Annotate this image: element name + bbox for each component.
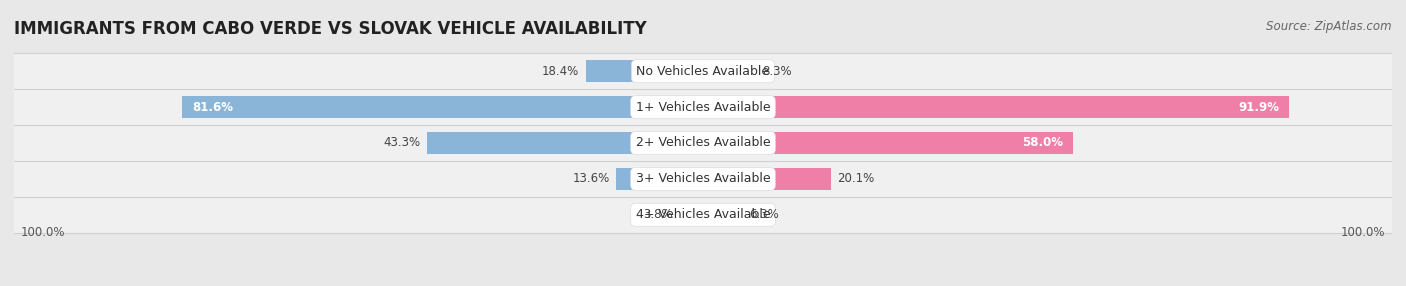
Bar bbox=[14, 197, 1392, 233]
Bar bbox=[703, 168, 831, 190]
Bar bbox=[586, 60, 703, 82]
Bar bbox=[703, 132, 1073, 154]
Text: 1+ Vehicles Available: 1+ Vehicles Available bbox=[636, 101, 770, 114]
Text: 13.6%: 13.6% bbox=[572, 172, 610, 185]
Text: 18.4%: 18.4% bbox=[541, 65, 579, 78]
Text: 3.8%: 3.8% bbox=[643, 208, 672, 221]
Text: 20.1%: 20.1% bbox=[838, 172, 875, 185]
Bar bbox=[14, 125, 1392, 161]
Text: 6.3%: 6.3% bbox=[749, 208, 779, 221]
Text: 58.0%: 58.0% bbox=[1022, 136, 1063, 150]
Text: 100.0%: 100.0% bbox=[1341, 226, 1385, 239]
Text: 91.9%: 91.9% bbox=[1239, 101, 1279, 114]
Bar bbox=[427, 132, 703, 154]
Bar bbox=[679, 204, 703, 226]
Text: 8.3%: 8.3% bbox=[762, 65, 792, 78]
Bar bbox=[183, 96, 703, 118]
Text: 4+ Vehicles Available: 4+ Vehicles Available bbox=[636, 208, 770, 221]
Legend: Immigrants from Cabo Verde, Slovak: Immigrants from Cabo Verde, Slovak bbox=[555, 282, 851, 286]
Text: Source: ZipAtlas.com: Source: ZipAtlas.com bbox=[1267, 20, 1392, 33]
Bar bbox=[616, 168, 703, 190]
Text: 81.6%: 81.6% bbox=[193, 101, 233, 114]
Text: 43.3%: 43.3% bbox=[384, 136, 420, 150]
Text: No Vehicles Available: No Vehicles Available bbox=[637, 65, 769, 78]
Bar bbox=[14, 53, 1392, 89]
Bar bbox=[703, 60, 756, 82]
Text: IMMIGRANTS FROM CABO VERDE VS SLOVAK VEHICLE AVAILABILITY: IMMIGRANTS FROM CABO VERDE VS SLOVAK VEH… bbox=[14, 20, 647, 38]
Text: 100.0%: 100.0% bbox=[21, 226, 65, 239]
Text: 2+ Vehicles Available: 2+ Vehicles Available bbox=[636, 136, 770, 150]
Bar bbox=[14, 161, 1392, 197]
Bar bbox=[14, 89, 1392, 125]
Bar bbox=[703, 204, 744, 226]
Text: 3+ Vehicles Available: 3+ Vehicles Available bbox=[636, 172, 770, 185]
Bar bbox=[703, 96, 1289, 118]
